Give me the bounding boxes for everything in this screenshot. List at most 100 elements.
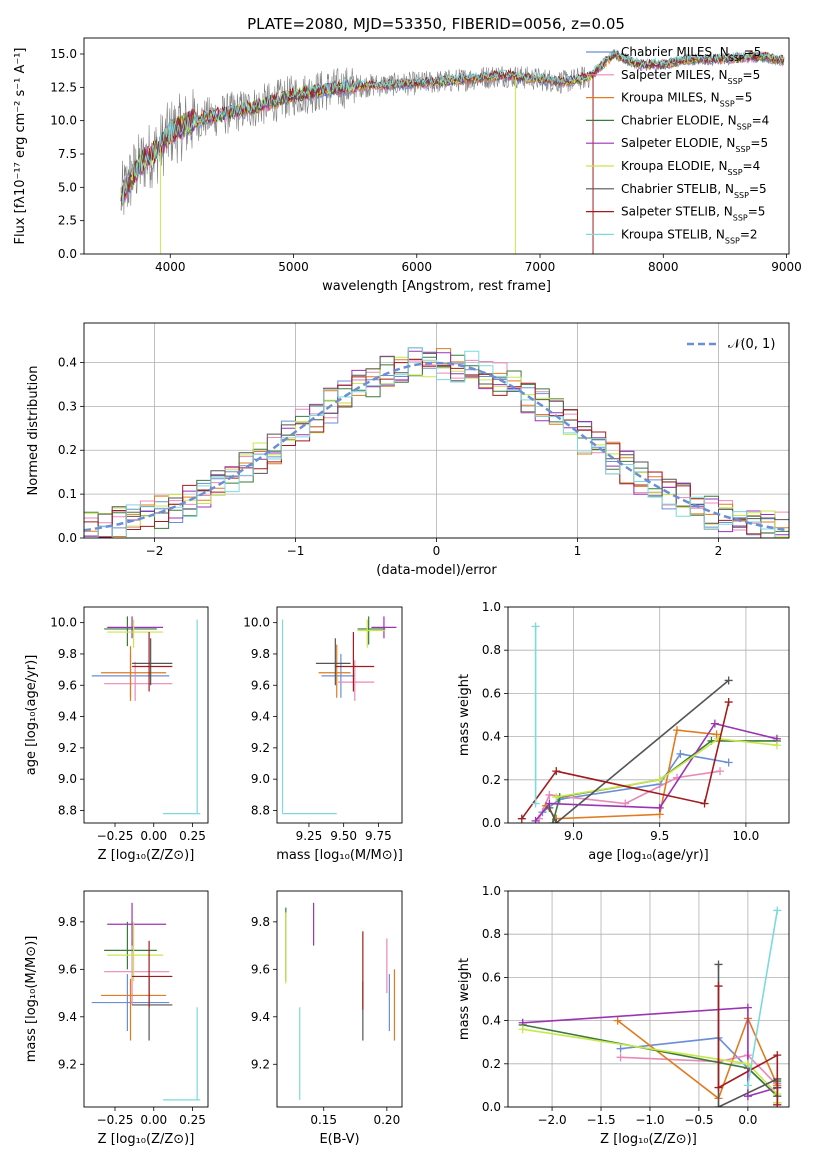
point-marker <box>552 767 561 776</box>
model-spectrum-kroupa-stelib <box>120 49 784 205</box>
y-tick-label: 9.8 <box>58 915 77 929</box>
legend-label-salpeter-elodie: Salpeter ELODIE, NSSP=5 <box>621 136 768 154</box>
point-marker <box>773 1051 782 1060</box>
y-tick-label: 0.0 <box>482 1100 501 1114</box>
point-marker <box>517 814 526 823</box>
point-marker <box>531 622 540 631</box>
y-tick-label: 9.8 <box>251 915 270 929</box>
errorbar-salpeter-miles <box>104 661 173 701</box>
legend-label-salpeter-stelib: Salpeter STELIB, NSSP=5 <box>621 205 765 223</box>
point-marker <box>552 819 561 823</box>
x-tick-label: 10.0 <box>733 829 760 843</box>
x-tick-label: 9.75 <box>365 829 392 843</box>
plot-area <box>281 616 397 815</box>
reference-gaussian-line <box>84 361 789 532</box>
point-marker <box>773 906 782 915</box>
x-tick-label: 5000 <box>278 260 309 274</box>
x-tick-label: −2.0 <box>537 1113 566 1127</box>
axes-frame <box>83 37 790 255</box>
series-line <box>534 722 778 822</box>
point-marker <box>714 982 723 991</box>
point-marker <box>714 1083 723 1092</box>
x-tick-label: 0.20 <box>373 1113 400 1127</box>
point-marker <box>714 734 723 743</box>
errorbar-chabrier-stelib <box>132 976 173 1041</box>
axes: −0.25 0.00 0.25 9.2 9.4 9.6 9.8 Z [log₁₀(Z/Z⊙)]… <box>24 890 209 1147</box>
series-line <box>556 737 777 798</box>
grid <box>508 890 789 1108</box>
errorbar-chabrier-elodie <box>104 921 157 970</box>
legend-subscript: SSP <box>728 168 743 177</box>
errorbar-kroupa-miles <box>101 978 167 1041</box>
point-marker <box>710 719 719 728</box>
series-kroupa-stelib <box>743 906 782 1090</box>
y-tick-label: 9.6 <box>58 962 77 976</box>
y-tick-label: 0.6 <box>482 970 501 984</box>
legend-subscript: SSP <box>737 122 752 131</box>
y-tick-label: 0.0 <box>482 816 501 830</box>
y-tick-label: 10.0 <box>243 616 270 630</box>
x-tick-label: 9.5 <box>650 829 669 843</box>
point-marker <box>531 799 540 808</box>
y-tick-label: 9.4 <box>251 1010 270 1024</box>
point-marker <box>700 799 709 808</box>
y-axis-label: age [log₁₀(age/yr)] <box>24 655 39 776</box>
y-tick-label: 5.0 <box>58 180 77 194</box>
errorbar-kroupa-elodie <box>107 921 164 982</box>
panel-mass-vs-EBV: 0.15 0.20 9.2 9.4 9.6 9.8 E(B-V) <box>251 890 403 1147</box>
y-tick-label: 10.0 <box>50 114 77 128</box>
series-line <box>521 701 730 820</box>
legend-gaussian-label: 𝒩(0, 1) <box>728 337 775 352</box>
y-tick-label: 0.8 <box>482 643 501 657</box>
x-tick-label: 9.0 <box>564 829 583 843</box>
legend: Chabrier MILES, NSSP=5 Salpeter MILES, NS… <box>586 45 769 245</box>
errorbar-kroupa-stelib <box>163 619 201 815</box>
x-tick-label: 9000 <box>771 260 802 274</box>
y-tick-label: 0.4 <box>58 355 77 369</box>
axes: 4000 5000 6000 7000 8000 9000 0.0 2.5 5.0 7.5 10.0… <box>13 37 802 294</box>
x-axis-label: Z [log₁₀(Z/Z⊙)] <box>98 1132 195 1147</box>
y-tick-label: 9.8 <box>58 647 77 661</box>
point-marker <box>773 1100 782 1107</box>
axes-frame <box>83 322 790 539</box>
point-marker <box>724 698 733 707</box>
point-marker <box>716 767 725 776</box>
y-tick-label: 10.0 <box>50 616 77 630</box>
y-tick-label: 9.4 <box>58 1010 77 1024</box>
x-tick-label: −1.5 <box>586 1113 615 1127</box>
point-marker <box>772 741 781 750</box>
series-line <box>548 679 730 823</box>
y-tick-label: 0.3 <box>58 399 77 413</box>
y-axis-label: mass weight <box>457 958 472 1040</box>
errorbar-chabrier-elodie <box>104 616 157 647</box>
series-line <box>552 740 777 823</box>
plot-area <box>84 347 789 538</box>
legend-subscript: SSP <box>734 190 749 199</box>
errorbar-salpeter-miles <box>104 940 170 1005</box>
point-marker <box>714 1103 723 1107</box>
y-tick-label: 9.4 <box>251 710 270 724</box>
x-tick-label: 4000 <box>155 260 186 274</box>
errorbar-salpeter-elodie <box>107 902 167 946</box>
point-marker <box>672 726 681 735</box>
y-tick-label: 0.6 <box>482 686 501 700</box>
legend-label-chabrier-stelib: Chabrier STELIB, NSSP=5 <box>621 182 767 200</box>
errorbar-kroupa-elodie <box>357 619 386 648</box>
y-axis-label: mass weight <box>457 674 472 756</box>
y-tick-label: 0.1 <box>58 487 77 501</box>
x-tick-label: 0.00 <box>140 829 167 843</box>
plot-area <box>91 616 201 815</box>
y-tick-label: 1.0 <box>482 600 501 614</box>
x-tick-label: 6000 <box>402 260 433 274</box>
legend-subscript: SSP <box>735 145 750 154</box>
errorbar-salpeter-stelib <box>335 632 375 692</box>
axes-frame <box>83 890 209 1108</box>
axes-frame <box>83 606 209 824</box>
y-tick-label: 9.0 <box>251 772 270 786</box>
point-marker <box>743 1003 752 1012</box>
x-tick-label: 0.15 <box>310 1113 337 1127</box>
series-line <box>717 986 779 1105</box>
series-salpeter-miles <box>535 767 725 823</box>
series-kroupa-elodie <box>552 734 781 802</box>
